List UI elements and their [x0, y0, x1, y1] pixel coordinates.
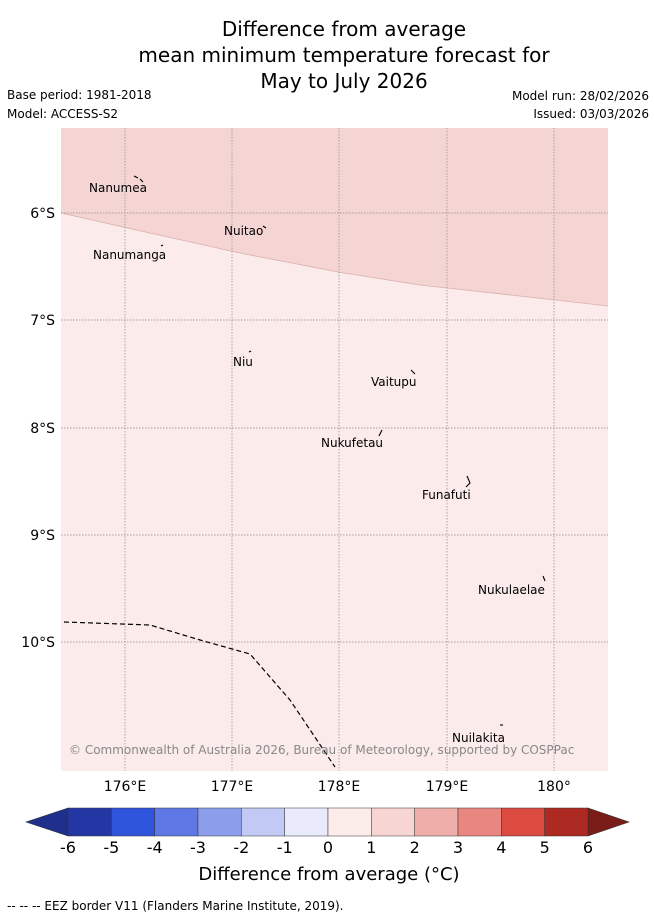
colorbar-segment: [284, 807, 329, 837]
colorbar-tick-label: 0: [323, 838, 333, 857]
island-label-nanumanga: Nanumanga: [93, 248, 166, 262]
island-label-nuitao: Nuitao: [224, 224, 263, 238]
island-shape-vaitupu: [410, 369, 416, 375]
colorbar-segment: [241, 807, 285, 837]
colorbar-tick-label: 2: [410, 838, 420, 857]
anomaly-contour: [60, 212, 609, 307]
colorbar-segment: [154, 807, 199, 837]
issued-date: Issued: 03/03/2026: [533, 107, 649, 121]
colorbar-tick-label: 3: [453, 838, 463, 857]
island-label-nanumea: Nanumea: [89, 181, 147, 195]
colorbar-tick-label: 5: [540, 838, 550, 857]
island-shape-niu: [248, 350, 252, 353]
colorbar-segment: [457, 807, 502, 837]
colorbar-segment: [67, 807, 112, 837]
eez-legend-note: -- -- -- EEZ border V11 (Flanders Marine…: [7, 899, 344, 913]
lon-label-176e: 176°E: [104, 779, 147, 795]
colorbar-tick-label: -5: [103, 838, 119, 857]
island-shape-nukulaelae: [542, 575, 546, 582]
lat-label-10s: 10°S: [21, 635, 55, 651]
colorbar-tick-label: -3: [190, 838, 206, 857]
colorbar-segment: [371, 807, 415, 837]
graticule: [61, 128, 608, 771]
island-label-vaitupu: Vaitupu: [371, 375, 417, 389]
lat-label-6s: 6°S: [30, 206, 55, 222]
lat-label-9s: 9°S: [30, 528, 55, 544]
colorbar-label: Difference from average (°C): [198, 864, 460, 885]
island-shape-nanumanga: [160, 244, 164, 247]
title-line-1: Difference from average: [221, 17, 467, 41]
colorbar: -6 -5 -4 -3 -2 -1 0 1 2 3 4 5 6: [25, 807, 630, 857]
anomaly-region-1-to-2: [61, 128, 608, 306]
colorbar-tick-label: 1: [366, 838, 376, 857]
colorbar-segment: [327, 807, 372, 837]
model-run: Model run: 28/02/2026: [511, 89, 649, 103]
colorbar-extend-high: [587, 807, 630, 837]
island-label-niu: Niu: [233, 355, 253, 369]
colorbar-segment: [111, 807, 155, 837]
island-shape-nuitao: [262, 225, 267, 229]
title-line-2: mean minimum temperature forecast for: [138, 43, 550, 67]
lon-label-177e: 177°E: [211, 779, 254, 795]
eez-border: [63, 621, 336, 768]
colorbar-segment: [501, 807, 545, 837]
island-outlines: [133, 175, 546, 726]
island-label-funafuti: Funafuti: [422, 488, 471, 502]
colorbar-tick-label: 6: [583, 838, 593, 857]
colorbar-segment: [414, 807, 459, 837]
island-shape-nanumea: [133, 175, 144, 183]
lat-label-7s: 7°S: [30, 313, 55, 329]
island-label-nukulaelae: Nukulaelae: [478, 583, 545, 597]
island-shape-nukufetau: [378, 429, 383, 437]
lon-label-179e: 179°E: [426, 779, 469, 795]
colorbar-tick-label: -4: [147, 838, 163, 857]
base-period: Base period: 1981-2018: [7, 88, 152, 102]
colorbar-tick-label: -2: [233, 838, 249, 857]
colorbar-tick-label: 4: [496, 838, 506, 857]
copyright-notice: © Commonwealth of Australia 2026, Bureau…: [69, 743, 574, 757]
title-line-3: May to July 2026: [260, 69, 428, 93]
island-label-nuilakita: Nuilakita: [452, 731, 505, 745]
colorbar-extend-low: [25, 807, 69, 837]
colorbar-segment: [544, 807, 589, 837]
lat-label-8s: 8°S: [30, 421, 55, 437]
island-label-nukufetau: Nukufetau: [321, 436, 383, 450]
colorbar-segment: [197, 807, 242, 837]
model-name: Model: ACCESS-S2: [7, 107, 119, 121]
island-shape-funafuti: [465, 475, 471, 488]
lon-label-180: 180°: [537, 779, 571, 795]
colorbar-tick-label: -6: [60, 838, 76, 857]
colorbar-tick-label: -1: [277, 838, 293, 857]
lon-label-178e: 178°E: [318, 779, 361, 795]
chart-title: Difference from average mean minimum tem…: [0, 16, 655, 94]
